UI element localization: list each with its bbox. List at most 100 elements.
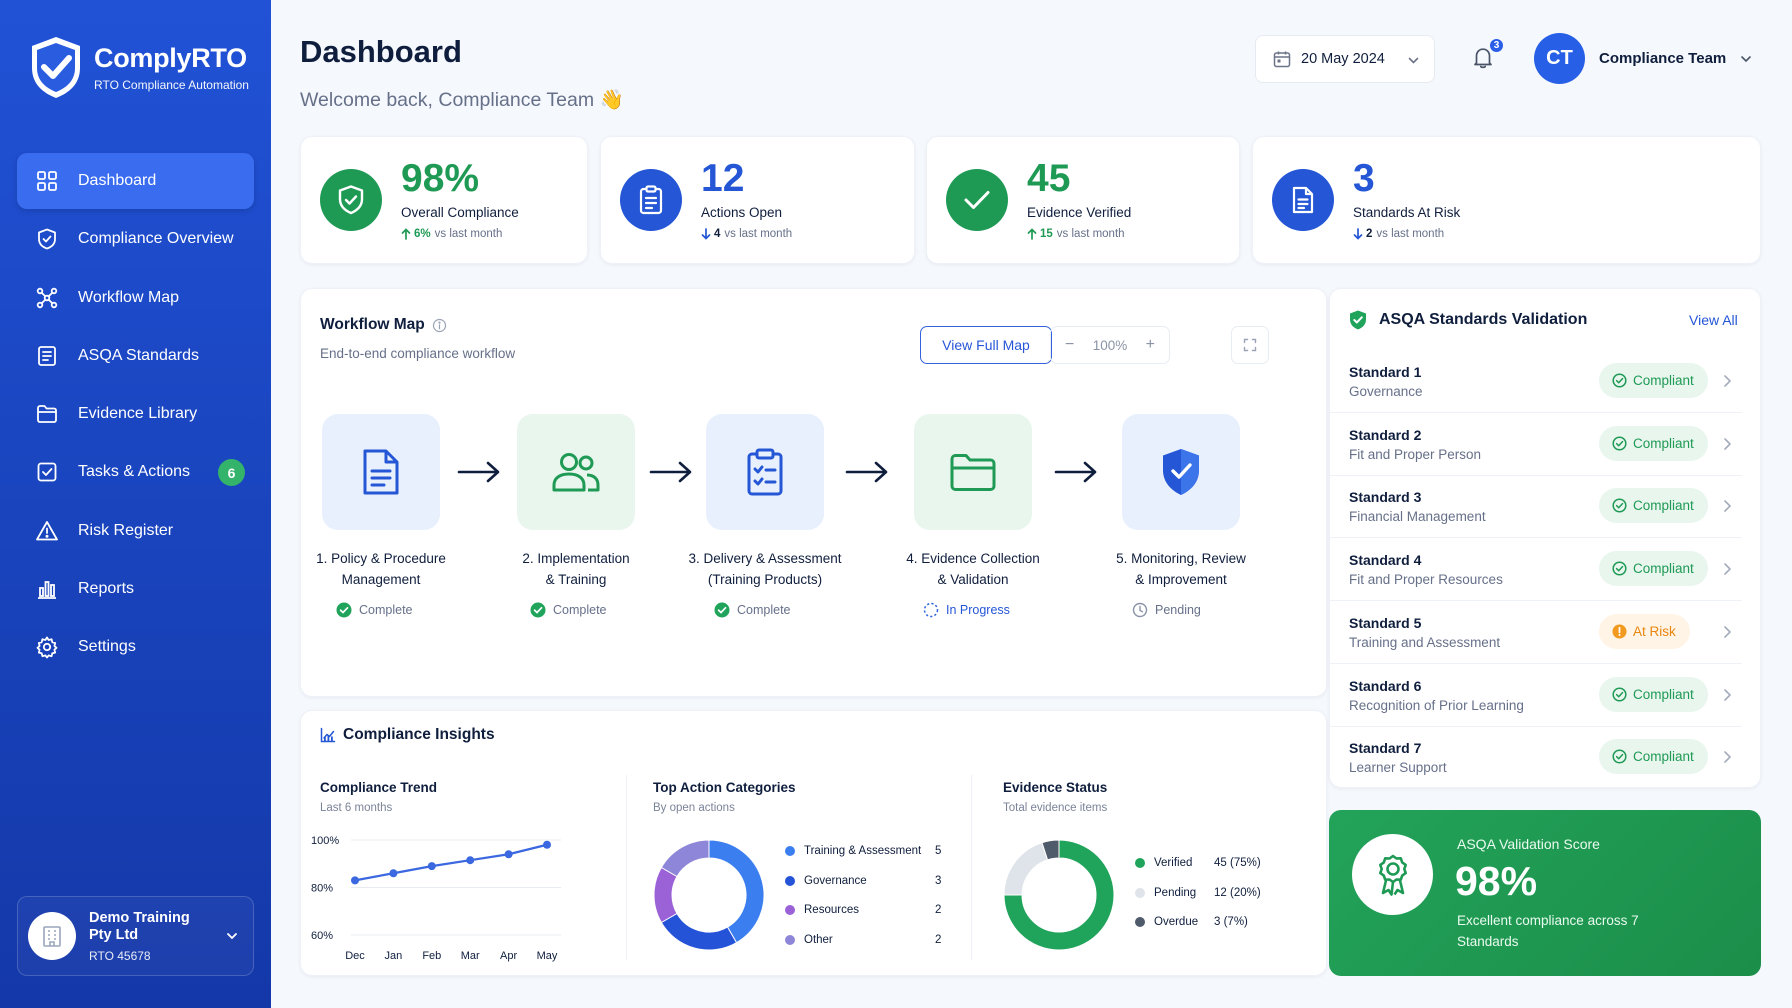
workflow-step-policy[interactable] bbox=[322, 414, 440, 530]
step-status: Complete bbox=[336, 602, 413, 618]
x-tick-label: Mar bbox=[461, 950, 480, 962]
step-status-text: In Progress bbox=[946, 603, 1010, 617]
sidebar-item-evidence-library[interactable]: Evidence Library bbox=[17, 386, 254, 442]
chevron-down-icon bbox=[1408, 57, 1419, 64]
zoom-out-button[interactable]: − bbox=[1065, 336, 1075, 353]
document-icon bbox=[363, 449, 399, 495]
workflow-step-monitoring[interactable] bbox=[1122, 414, 1240, 530]
view-all-link[interactable]: View All bbox=[1689, 312, 1738, 328]
sidebar-item-workflow-map[interactable]: Workflow Map bbox=[17, 270, 254, 326]
organization-switcher[interactable]: Demo Training Pty Ltd RTO 45678 bbox=[17, 896, 254, 976]
avatar[interactable]: CT bbox=[1534, 33, 1585, 84]
kpi-delta: 4 vs last month bbox=[701, 228, 792, 240]
workflow-step-delivery[interactable] bbox=[706, 414, 824, 530]
kpi-card-evidence-verified[interactable]: 45 Evidence Verified 15 vs last month bbox=[926, 136, 1240, 264]
standard-row[interactable]: Standard 3 Financial Management Compliant bbox=[1329, 476, 1742, 539]
status-text: Compliant bbox=[1633, 749, 1694, 765]
arrow-right-icon bbox=[457, 461, 500, 483]
workflow-step-implementation[interactable] bbox=[517, 414, 635, 530]
sidebar-item-risk-register[interactable]: Risk Register bbox=[17, 503, 254, 559]
trend-subtitle: Last 6 months bbox=[320, 802, 393, 814]
sidebar-item-label: Risk Register bbox=[78, 521, 174, 539]
chevron-right-icon[interactable] bbox=[1721, 750, 1733, 764]
sidebar-nav: Dashboard Compliance Overview Workflow M… bbox=[17, 153, 254, 678]
arrow-down-icon bbox=[701, 228, 711, 240]
info-icon[interactable] bbox=[432, 318, 447, 333]
fullscreen-button[interactable] bbox=[1231, 326, 1269, 364]
step-label-line: 2. Implementation bbox=[522, 551, 630, 566]
kpi-label: Actions Open bbox=[701, 205, 783, 220]
standard-row[interactable]: Standard 4 Fit and Proper Resources Compli… bbox=[1329, 539, 1742, 602]
x-tick-label: May bbox=[537, 950, 558, 962]
step-status-text: Pending bbox=[1155, 603, 1201, 617]
check-icon bbox=[946, 169, 1008, 231]
selected-date: 20 May 2024 bbox=[1301, 51, 1385, 67]
y-tick-label: 60% bbox=[311, 930, 333, 942]
workflow-icon bbox=[36, 287, 58, 308]
step-status: Complete bbox=[714, 602, 791, 618]
status-badge: Compliant bbox=[1599, 488, 1708, 524]
legend-value: 3 bbox=[935, 874, 942, 887]
standard-row[interactable]: Standard 2 Fit and Proper Person Compliant bbox=[1329, 414, 1742, 476]
loading-icon bbox=[923, 602, 939, 618]
zoom-in-button[interactable]: + bbox=[1145, 336, 1155, 353]
kpi-delta: 6% vs last month bbox=[401, 228, 502, 240]
arrow-right-icon bbox=[1054, 461, 1097, 483]
standard-description: Recognition of Prior Learning bbox=[1349, 697, 1524, 713]
check-circle-icon bbox=[1612, 498, 1627, 513]
sidebar-item-label: Dashboard bbox=[78, 172, 157, 189]
chevron-right-icon[interactable] bbox=[1721, 374, 1733, 388]
standards-title: ASQA Standards Validation bbox=[1379, 311, 1588, 328]
x-tick-label: Jan bbox=[385, 950, 403, 962]
legend-item: Governance bbox=[785, 875, 867, 887]
status-text: Compliant bbox=[1633, 435, 1694, 451]
donut-slice bbox=[1003, 839, 1115, 951]
standard-name: Standard 3 bbox=[1349, 489, 1422, 506]
date-picker[interactable]: 20 May 2024 bbox=[1255, 35, 1435, 83]
chevron-right-icon[interactable] bbox=[1721, 688, 1733, 702]
step-label-line: & Validation bbox=[937, 571, 1009, 587]
people-icon bbox=[552, 453, 600, 492]
legend-swatch bbox=[1135, 858, 1145, 868]
kpi-card-overall-compliance[interactable]: 98% Overall Compliance 6% vs last month bbox=[300, 136, 588, 264]
standard-row[interactable]: Standard 7 Learner Support Compliant bbox=[1329, 727, 1742, 789]
standard-row[interactable]: Standard 6 Recognition of Prior Learning C… bbox=[1329, 665, 1742, 727]
chevron-right-icon[interactable] bbox=[1721, 437, 1733, 451]
clipboard-icon bbox=[620, 169, 682, 231]
chevron-right-icon[interactable] bbox=[1721, 625, 1733, 639]
workflow-step-evidence[interactable] bbox=[914, 414, 1032, 530]
actions-chart-title: Top Action Categories bbox=[653, 780, 796, 795]
kpi-delta-text: vs last month bbox=[1376, 228, 1445, 240]
status-badge: Compliant bbox=[1599, 676, 1708, 712]
view-full-map-button[interactable]: View Full Map bbox=[920, 326, 1052, 364]
bell-icon[interactable] bbox=[1470, 44, 1496, 70]
brand[interactable]: ComplyRTO RTO Compliance Automation bbox=[28, 34, 249, 100]
step-status: Pending bbox=[1132, 602, 1201, 618]
step-label-line: (Training Products) bbox=[707, 571, 823, 587]
chevron-down-icon bbox=[227, 933, 237, 940]
standard-row[interactable]: Standard 1 Governance Compliant bbox=[1329, 351, 1742, 413]
brand-tagline: RTO Compliance Automation bbox=[94, 77, 249, 92]
standard-row[interactable]: Standard 5 Training and Assessment At Risk bbox=[1329, 602, 1742, 664]
sidebar-item-asqa-standards[interactable]: ASQA Standards bbox=[17, 328, 254, 384]
dashboard-icon bbox=[37, 171, 57, 191]
sidebar-item-label: Compliance Overview bbox=[78, 230, 234, 248]
kpi-card-standards-at-risk[interactable]: 3 Standards At Risk 2 vs last month bbox=[1252, 136, 1761, 264]
x-tick-label: Feb bbox=[422, 950, 441, 962]
kpi-card-actions-open[interactable]: 12 Actions Open 4 vs last month bbox=[600, 136, 915, 264]
chevron-right-icon[interactable] bbox=[1721, 499, 1733, 513]
sidebar-item-dashboard[interactable]: Dashboard bbox=[17, 153, 254, 209]
clock-icon bbox=[1132, 602, 1148, 618]
sidebar-item-settings[interactable]: Settings bbox=[17, 619, 254, 675]
sidebar-item-reports[interactable]: Reports bbox=[17, 561, 254, 617]
award-icon bbox=[1352, 834, 1433, 915]
document-icon bbox=[1272, 169, 1334, 231]
sidebar-item-compliance-overview[interactable]: Compliance Overview bbox=[17, 211, 254, 267]
status-badge: Compliant bbox=[1599, 425, 1708, 461]
chevron-right-icon[interactable] bbox=[1721, 562, 1733, 576]
sidebar-item-tasks-actions[interactable]: Tasks & Actions 6 bbox=[17, 444, 254, 500]
chevron-down-icon[interactable] bbox=[1739, 52, 1753, 66]
gear-icon bbox=[36, 636, 58, 659]
standard-description: Fit and Proper Person bbox=[1349, 446, 1482, 462]
user-name[interactable]: Compliance Team bbox=[1599, 50, 1727, 67]
